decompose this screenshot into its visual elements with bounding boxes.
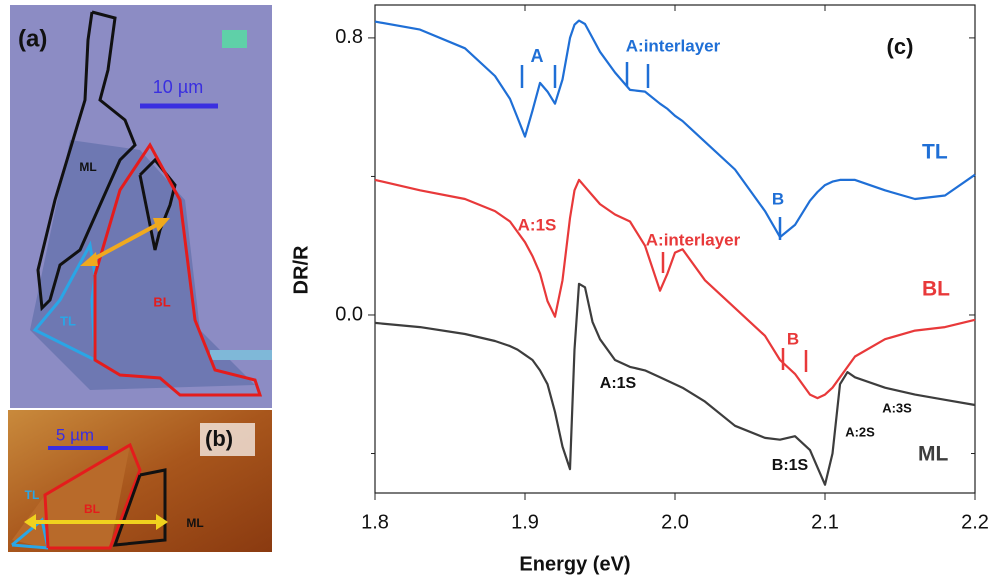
annotation: A:3S	[882, 400, 912, 415]
panel-a: (a) 10 µm ML TL BL	[10, 5, 272, 408]
x-axis-label: Energy (eV)	[519, 553, 630, 575]
figure: (a) 10 µm ML TL BL (b) 5 µm TL BL ML Ene…	[0, 0, 997, 581]
region-label: TL	[25, 488, 40, 502]
annotation: A:interlayer	[626, 36, 721, 55]
panel-label: (b)	[205, 426, 233, 451]
region-label: ML	[79, 160, 96, 174]
x-tick-label: 1.9	[511, 511, 539, 533]
panel-label: (c)	[887, 34, 914, 59]
annotation: B:1S	[772, 457, 809, 474]
y-axis-label: DR/R	[290, 245, 312, 294]
scale-label: 5 µm	[56, 425, 94, 444]
page: {"panel_a": {"label": "(a)", "scale_bar"…	[0, 0, 997, 581]
region-label: ML	[186, 516, 203, 530]
series-line	[375, 284, 975, 485]
chart: Energy (eV) DR/R (c) 1.8 1.9 2.0 2.1 2.2 0.0 0…	[290, 5, 989, 575]
region-label: BL	[84, 502, 100, 516]
series-line	[375, 180, 975, 398]
annotation: A	[531, 46, 544, 66]
series-label: TL	[922, 141, 948, 164]
y-tick-label: 0.0	[335, 303, 363, 325]
panel-b: (b) 5 µm TL BL ML	[8, 410, 272, 552]
annotation: A:1S	[600, 375, 637, 392]
annotation: A:1S	[518, 215, 557, 234]
debris	[210, 350, 272, 360]
region-label: TL	[60, 313, 76, 328]
scale-label: 10 µm	[153, 77, 203, 97]
annotation: A:interlayer	[646, 230, 741, 249]
x-tick-label: 1.8	[361, 511, 389, 533]
region-label: BL	[153, 294, 170, 309]
x-tick-label: 2.2	[961, 511, 989, 533]
x-tick-label: 2.0	[661, 511, 689, 533]
debris	[222, 30, 247, 48]
panel-label: (a)	[18, 25, 47, 52]
annotation: B	[787, 329, 799, 348]
series-label: ML	[918, 443, 948, 466]
annotation: A:2S	[845, 424, 875, 439]
annotation: B	[772, 189, 784, 208]
series-label: BL	[922, 278, 950, 301]
y-tick-label: 0.8	[335, 26, 363, 48]
x-tick-label: 2.1	[811, 511, 839, 533]
